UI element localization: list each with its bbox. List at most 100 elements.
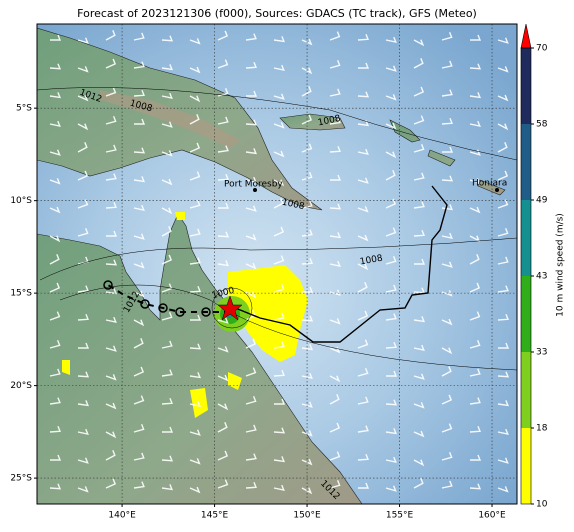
wind-barb: [469, 120, 481, 128]
wind-barb: [301, 315, 314, 322]
wind-barb: [441, 423, 453, 433]
wind-barb: [245, 205, 257, 212]
wind-barb: [498, 342, 510, 349]
wind-barb: [441, 118, 453, 125]
wind-barb: [133, 423, 145, 433]
wind-barb: [162, 426, 174, 433]
wind-barb: [470, 454, 482, 461]
wind-barb: [385, 255, 397, 265]
wind-barb: [217, 346, 229, 353]
wind-barb: [469, 235, 481, 243]
wind-barb: [189, 114, 200, 125]
wind-field: [62, 212, 308, 418]
wind-barb: [77, 170, 89, 181]
isobar-label: 1008: [317, 114, 342, 129]
wind-barb: [413, 58, 424, 69]
wind-barb: [469, 368, 481, 377]
isobar-label: 1008: [359, 254, 384, 268]
wind-barb: [469, 397, 481, 405]
wind-barb: [301, 143, 313, 153]
wind-barb: [413, 143, 425, 153]
wind-barb: [77, 371, 90, 378]
wind-barb: [385, 342, 397, 349]
wind-barb: [357, 282, 368, 293]
wind-barb: [441, 31, 453, 41]
wind-barb: [133, 366, 145, 377]
wind-barb: [441, 204, 454, 211]
wind-barb: [161, 254, 173, 265]
wind-barb: [273, 370, 285, 377]
wind-barb: [301, 458, 313, 466]
wind-barb: [385, 284, 397, 293]
wind-barb: [189, 372, 202, 379]
wind-barb: [357, 234, 369, 242]
wind-barb: [469, 178, 481, 185]
wind-barb: [497, 371, 510, 378]
wind-barb: [329, 260, 341, 268]
map-frame: [36, 23, 518, 505]
wind-barb: [49, 311, 61, 321]
wind-barb: [161, 398, 173, 405]
wind-barb: [217, 479, 229, 489]
wind-barbs: [49, 30, 510, 495]
wind-barb: [441, 175, 454, 182]
wind-barb: [497, 37, 509, 44]
wind-barb: [469, 63, 482, 70]
wind-barb: [497, 256, 509, 265]
wind-barb: [329, 375, 341, 383]
colorbar-tick-label: 70: [536, 44, 548, 54]
wind-barb: [469, 483, 482, 490]
wind-barb: [245, 338, 257, 349]
x-tick-label: 155°E: [386, 511, 414, 521]
wind-barb: [161, 283, 173, 293]
wind-barb: [133, 395, 145, 405]
wind-barb: [302, 286, 314, 293]
wind-barb: [133, 319, 145, 327]
wind-barb: [105, 431, 117, 439]
wind-barb: [497, 285, 509, 293]
wind-barb: [49, 149, 61, 156]
wind-barb: [245, 262, 257, 270]
wind-barb: [161, 455, 174, 462]
wind-barb: [385, 65, 397, 72]
forecast-track: [107, 284, 230, 313]
colorbar-extend: [520, 23, 532, 49]
wind-barb: [301, 38, 313, 46]
wind-barb: [77, 123, 89, 131]
wind-barb: [217, 288, 229, 296]
wind-barb: [469, 426, 481, 433]
wind-barb: [301, 258, 313, 265]
wind-barb: [469, 311, 481, 321]
colorbar: 10 18 33 43 49 58 70: [520, 23, 548, 510]
australia: [37, 213, 363, 504]
axes: 140°E 145°E 150°E 155°E 160°E 5°S 10°S 15°S 20°S…: [10, 104, 506, 521]
y-tick-label: 25°S: [10, 474, 32, 484]
wind-barb: [105, 316, 117, 324]
wind-barb: [357, 148, 369, 156]
colorbar-tick-label: 49: [536, 196, 548, 206]
wind-barb: [273, 341, 285, 349]
wind-barb: [497, 94, 509, 102]
wind-barb: [273, 93, 285, 100]
wind-barb: [189, 343, 202, 350]
wind-barb: [77, 314, 89, 321]
wind-barb: [357, 91, 370, 98]
wind-barb: [105, 288, 118, 295]
wind-barb: [161, 207, 173, 215]
wind-barb: [245, 367, 257, 377]
wind-barb: [357, 396, 369, 405]
wind-barb: [49, 426, 61, 433]
wind-barb: [105, 345, 117, 352]
wind-barb: [189, 486, 201, 494]
wind-barb: [77, 66, 89, 73]
wind-barb: [133, 204, 145, 212]
wind-barb: [357, 367, 369, 377]
wind-barb: [301, 114, 313, 125]
wind-barb: [245, 33, 257, 41]
wind-barb: [77, 285, 89, 293]
wind-barb: [413, 115, 425, 125]
wind-barb: [301, 171, 313, 181]
wind-barb: [497, 400, 510, 407]
wind-barb: [329, 422, 341, 433]
wind-barb: [441, 451, 453, 461]
